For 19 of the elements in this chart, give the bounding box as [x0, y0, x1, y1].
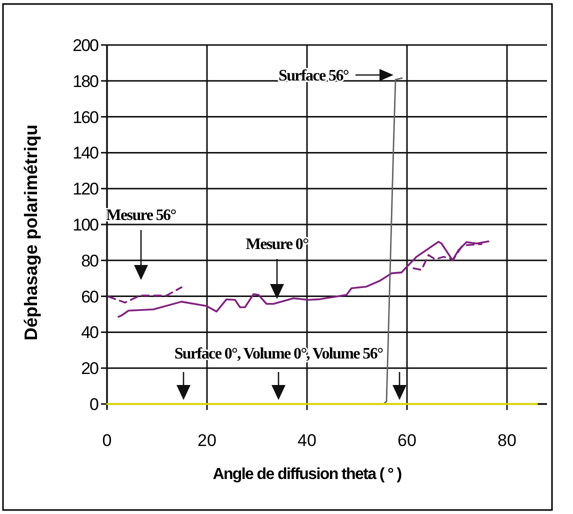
- x-axis-title: Angle de diffusion theta ( ° ): [212, 466, 402, 483]
- y-tick-label: 160: [72, 108, 99, 127]
- y-tick-label: 60: [81, 287, 99, 306]
- x-tick-label: 0: [102, 431, 112, 450]
- y-tick-label: 0: [90, 394, 99, 414]
- x-tick-label: 40: [298, 431, 316, 450]
- x-tick-label: 60: [398, 431, 416, 450]
- y-tick-label: 40: [81, 323, 99, 342]
- y-tick-label: 120: [72, 180, 99, 199]
- y-tick-label: 20: [81, 359, 99, 378]
- line-series: [382, 77, 403, 405]
- y-tick-label: 200: [72, 36, 99, 55]
- x-tick-label: 20: [198, 431, 216, 450]
- y-tick-label: 140: [72, 144, 99, 163]
- y-tick-label: 80: [81, 251, 99, 270]
- x-tick-label: 80: [498, 431, 516, 450]
- y-axis-title: Déphasage polarimétriqu: [21, 124, 41, 341]
- y-tick-label: 180: [72, 72, 99, 91]
- y-tick-label: 100: [72, 215, 99, 234]
